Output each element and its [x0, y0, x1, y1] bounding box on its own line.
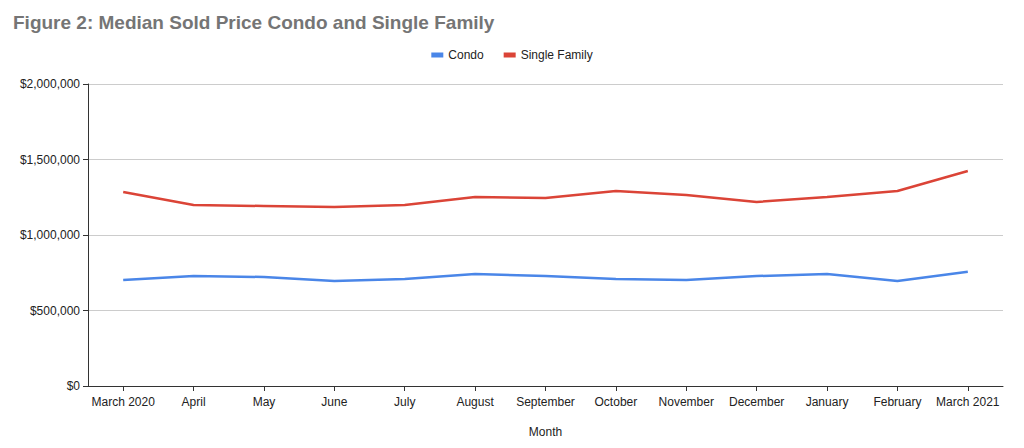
- svg-text:$1,500,000: $1,500,000: [20, 153, 80, 167]
- svg-text:Single Family: Single Family: [521, 48, 593, 62]
- svg-text:August: August: [456, 395, 494, 409]
- svg-text:$500,000: $500,000: [30, 304, 80, 318]
- svg-text:May: May: [253, 395, 276, 409]
- svg-text:September: September: [516, 395, 575, 409]
- svg-text:$0: $0: [67, 379, 81, 393]
- svg-text:December: December: [729, 395, 784, 409]
- svg-text:October: October: [595, 395, 638, 409]
- svg-text:April: April: [182, 395, 206, 409]
- svg-text:July: July: [394, 395, 415, 409]
- svg-text:January: January: [806, 395, 849, 409]
- svg-text:Condo: Condo: [448, 48, 484, 62]
- svg-text:March 2021: March 2021: [936, 395, 1000, 409]
- svg-text:Figure 2: Median Sold Price Co: Figure 2: Median Sold Price Condo and Si…: [13, 12, 495, 33]
- svg-text:February: February: [873, 395, 921, 409]
- svg-text:$2,000,000: $2,000,000: [20, 77, 80, 91]
- svg-text:$1,000,000: $1,000,000: [20, 228, 80, 242]
- svg-text:Month: Month: [529, 425, 562, 439]
- svg-text:March 2020: March 2020: [92, 395, 156, 409]
- svg-text:November: November: [659, 395, 714, 409]
- svg-text:June: June: [321, 395, 347, 409]
